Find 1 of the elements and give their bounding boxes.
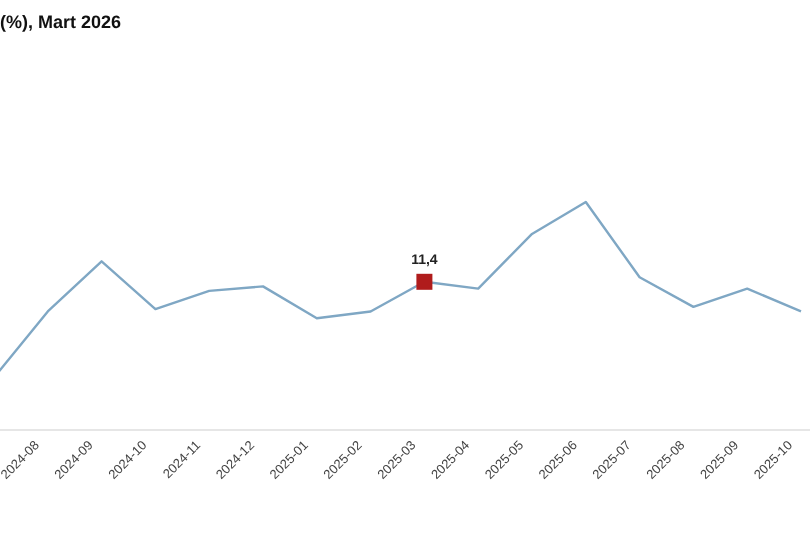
chart-title: (%), Mart 2026 (0, 12, 122, 32)
